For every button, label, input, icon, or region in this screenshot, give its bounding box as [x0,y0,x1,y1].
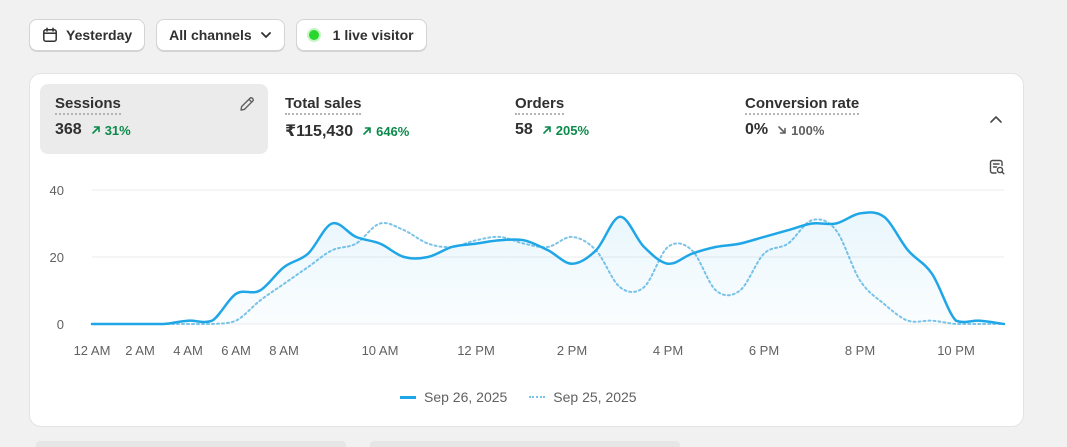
legend-label: Sep 25, 2025 [553,389,637,405]
metric-value: 368 [55,121,82,138]
legend-label: Sep 26, 2025 [424,389,508,405]
y-tick-label: 20 [50,250,64,265]
legend-swatch-dotted [529,396,546,398]
metric-change-value: 31% [104,122,131,138]
x-tick-label: 12 AM [74,343,111,358]
x-tick-label: 4 PM [653,343,683,358]
x-tick-label: 8 AM [269,343,299,358]
x-tick-label: 2 PM [557,343,587,358]
x-tick-label: 6 AM [221,343,251,358]
arrow-up-right-icon [363,127,371,135]
y-tick-label: 0 [57,317,64,332]
chart-legend: Sep 26, 2025 Sep 25, 2025 [400,389,637,405]
live-visitor-label: 1 live visitor [332,27,414,43]
pencil-icon[interactable] [238,95,256,118]
x-tick-label: 12 PM [457,343,495,358]
channels-dropdown[interactable]: All channels [156,19,285,51]
metric-change-value: 205% [555,122,590,138]
y-tick-label: 40 [50,183,64,198]
x-tick-label: 6 PM [749,343,779,358]
live-visitor-button[interactable]: 1 live visitor [295,19,427,51]
metric-change: 205% [542,123,589,138]
metric-label: Orders [515,95,565,115]
toolbar: Yesterday All channels 1 live visitor [29,19,427,51]
legend-swatch-solid [400,395,416,399]
date-range-label: Yesterday [66,27,133,43]
metric-value: 58 [515,121,533,138]
calendar-icon [42,27,58,43]
metric-change-value: 100% [791,122,825,138]
metric-change: 31% [91,123,131,138]
chevron-down-icon [260,29,272,41]
next-card-edge [36,441,346,447]
arrow-up-right-icon [91,126,100,134]
channels-label: All channels [169,27,252,43]
x-tick-label: 4 AM [173,343,203,358]
date-range-button[interactable]: Yesterday [29,19,146,51]
chevron-up-icon[interactable] [988,112,1004,133]
live-dot-icon [308,30,319,40]
metric-label: Sessions [55,95,121,115]
metric-value: ₹115,430 [285,123,354,140]
series-line-current [90,211,1006,326]
legend-item-comparison[interactable]: Sep 25, 2025 [529,389,637,405]
legend-item-current[interactable]: Sep 26, 2025 [400,389,507,405]
metric-change-value: 646% [376,123,410,139]
sessions-chart-card: Sessions 368 31% Total sales ₹115,430 64… [29,73,1024,427]
metric-change: 100% [777,123,824,138]
arrow-up-right-icon [542,126,551,134]
metric-sessions[interactable]: Sessions 368 31% [40,84,268,154]
x-tick-label: 8 PM [845,343,875,358]
report-search-icon[interactable] [988,158,1006,181]
series-area-current [92,212,1004,324]
metric-value: 0% [745,121,769,138]
metric-label: Conversion rate [745,95,860,115]
x-tick-label: 2 AM [125,343,155,358]
metric-orders[interactable]: Orders 58 205% [500,84,728,154]
next-card-edge [370,441,680,447]
x-tick-label: 10 PM [937,343,975,358]
metric-label: Total sales [285,95,362,115]
metric-change: 646% [362,124,409,139]
x-tick-label: 10 AM [362,343,399,358]
sessions-line-chart: 0 20 40 12 AM 2 AM 4 AM 6 AM 8 AM 10 AM 12 PM 2 PM… [50,183,1006,358]
arrow-down-right-icon [778,126,786,134]
metric-conversion-rate[interactable]: Conversion rate 0% 100% [730,84,958,154]
metric-total-sales[interactable]: Total sales ₹115,430 646% [270,84,498,154]
